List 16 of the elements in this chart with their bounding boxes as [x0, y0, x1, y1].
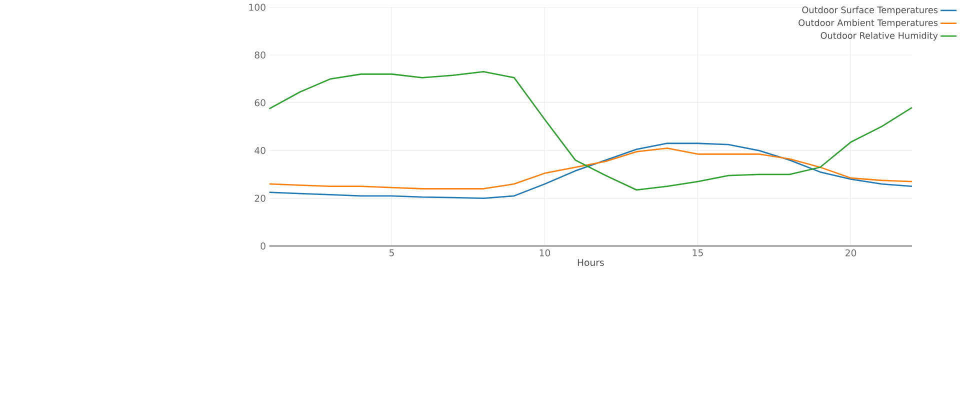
legend-label: Outdoor Ambient Temperatures: [798, 19, 938, 28]
line-series: [268, 142, 913, 199]
y-tick-label: 100: [249, 4, 266, 11]
y-tick-label: 0: [260, 242, 266, 250]
x-axis-title: Hours: [578, 258, 604, 266]
y-tick-label: 80: [254, 51, 266, 58]
y-tick-label: 20: [254, 194, 266, 202]
line-series: [268, 70, 913, 191]
x-tick-label: 10: [540, 249, 550, 256]
x-tick-label: 15: [692, 249, 703, 256]
x-tick-label: 5: [389, 249, 394, 256]
y-tick-label: 60: [254, 99, 266, 106]
y-tick-label: 40: [254, 146, 266, 154]
legend-label: Outdoor Surface Temperatures: [802, 6, 938, 15]
legend-label: Outdoor Relative Humidity: [820, 32, 938, 40]
x-tick-label: 20: [846, 249, 856, 256]
